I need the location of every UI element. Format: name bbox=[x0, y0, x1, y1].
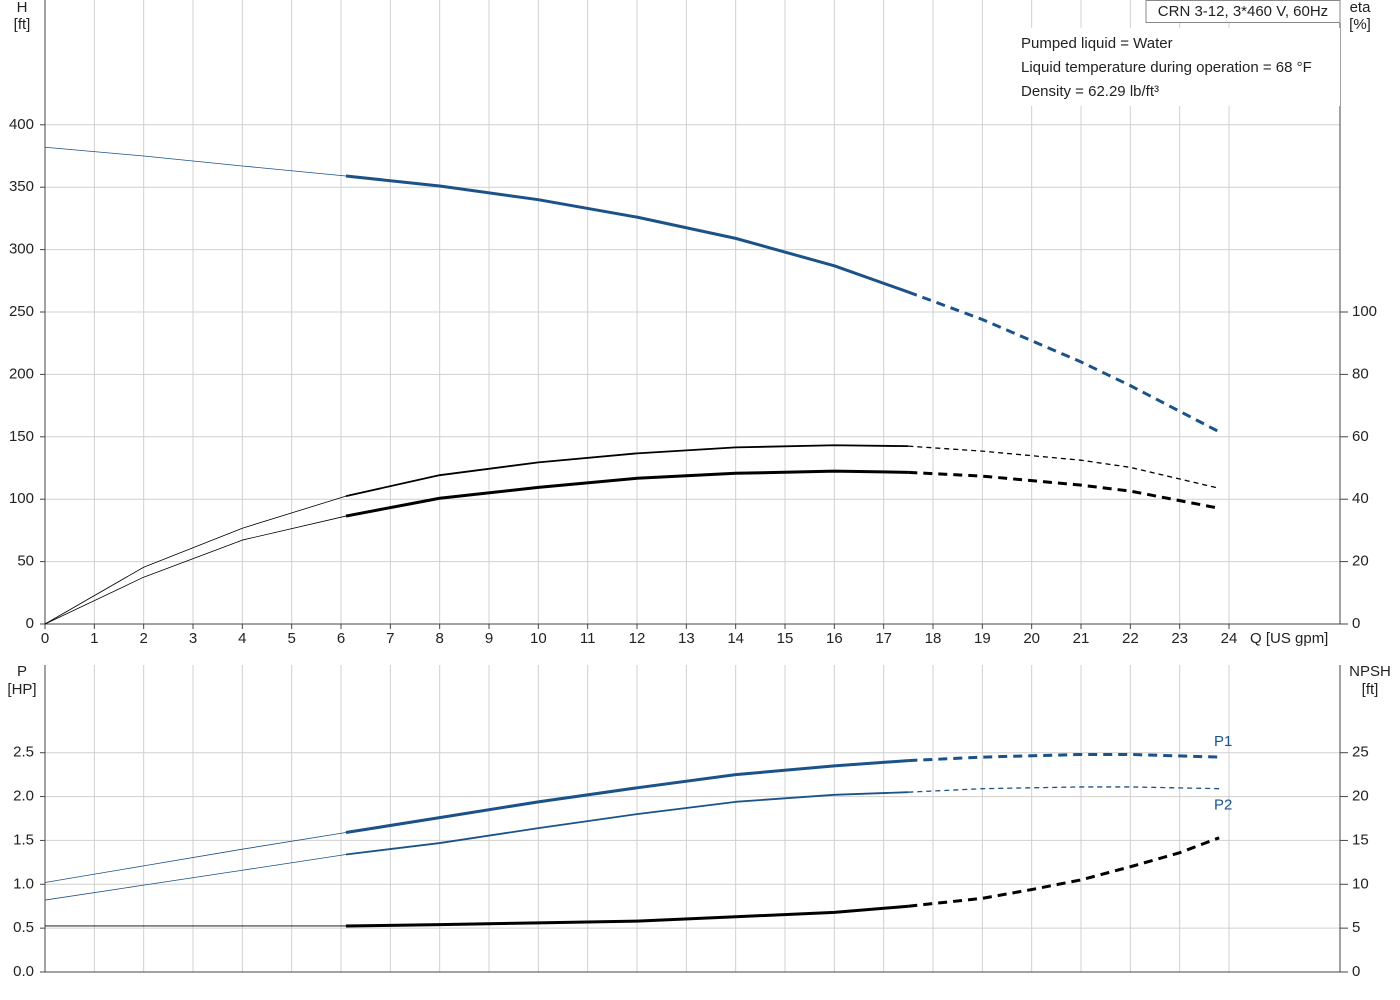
curve bbox=[908, 786, 1220, 793]
y-tick-label: 1.5 bbox=[13, 831, 34, 848]
y2-unit: [ft] bbox=[1362, 681, 1379, 698]
x-tick-label: 24 bbox=[1221, 630, 1238, 647]
y2-tick-label: 0 bbox=[1352, 615, 1360, 632]
y-tick-label: 0.0 bbox=[13, 963, 34, 980]
curve bbox=[345, 469, 909, 518]
y-tick-label: 2.0 bbox=[13, 788, 34, 805]
y2-tick-label: 100 bbox=[1352, 303, 1377, 320]
y2-tick-label: 0 bbox=[1352, 963, 1360, 980]
curve bbox=[345, 791, 909, 856]
annotation: Pumped liquid = Water bbox=[1021, 35, 1173, 52]
x-tick-label: 11 bbox=[580, 630, 596, 647]
x-tick-label: 12 bbox=[629, 630, 646, 647]
y-unit: [HP] bbox=[7, 681, 36, 698]
title-box bbox=[1145, 0, 1341, 23]
x-tick-label: 18 bbox=[925, 630, 942, 647]
curve bbox=[345, 444, 909, 497]
y-tick-label: 50 bbox=[17, 553, 34, 570]
annotation: Liquid temperature during operation = 68… bbox=[1021, 59, 1312, 76]
curve bbox=[44, 146, 346, 177]
x-tick-label: 20 bbox=[1023, 630, 1040, 647]
x-tick-label: 5 bbox=[287, 630, 295, 647]
y2-tick-label: 40 bbox=[1352, 490, 1369, 507]
y2-tick-label: 25 bbox=[1352, 744, 1369, 761]
y2-tick-label: 10 bbox=[1352, 875, 1369, 892]
curve bbox=[908, 470, 1220, 510]
y-tick-label: 1.0 bbox=[13, 875, 34, 892]
annotation: Density = 62.29 lb/ft³ bbox=[1021, 83, 1159, 100]
y-label: H bbox=[17, 0, 28, 16]
x-tick-label: 2 bbox=[139, 630, 147, 647]
x-tick-label: 7 bbox=[386, 630, 394, 647]
x-tick-label: 4 bbox=[238, 630, 246, 647]
y2-unit: [%] bbox=[1349, 16, 1371, 33]
curve bbox=[44, 854, 346, 901]
y2-tick-label: 15 bbox=[1352, 831, 1369, 848]
curve bbox=[908, 445, 1220, 489]
x-label: Q [US gpm] bbox=[1250, 630, 1328, 647]
x-tick-label: 8 bbox=[435, 630, 443, 647]
x-tick-label: 21 bbox=[1073, 630, 1090, 647]
y2-tick-label: 20 bbox=[1352, 788, 1369, 805]
x-tick-label: 6 bbox=[337, 630, 345, 647]
y-tick-label: 150 bbox=[9, 428, 34, 445]
curve bbox=[44, 832, 346, 883]
curve bbox=[345, 759, 909, 835]
info-box bbox=[1015, 28, 1340, 106]
x-tick-label: 17 bbox=[875, 630, 892, 647]
curve bbox=[345, 174, 909, 294]
y2-tick-label: 20 bbox=[1352, 553, 1369, 570]
y-tick-label: 350 bbox=[9, 178, 34, 195]
y-tick-label: 2.5 bbox=[13, 744, 34, 761]
x-tick-label: 19 bbox=[974, 630, 991, 647]
y-tick-label: 0 bbox=[26, 615, 34, 632]
y2-tick-label: 5 bbox=[1352, 919, 1360, 936]
curve bbox=[907, 290, 1220, 434]
curve bbox=[908, 752, 1220, 763]
x-tick-label: 15 bbox=[777, 630, 794, 647]
chart-title: CRN 3-12, 3*460 V, 60Hz bbox=[1158, 3, 1328, 20]
x-tick-label: 9 bbox=[485, 630, 493, 647]
y-label: P bbox=[17, 663, 27, 680]
y-unit: [ft] bbox=[14, 16, 31, 33]
y-tick-label: 250 bbox=[9, 303, 34, 320]
x-tick-label: 16 bbox=[826, 630, 843, 647]
curve bbox=[908, 836, 1220, 908]
y2-tick-label: 80 bbox=[1352, 365, 1369, 382]
y2-label: NPSH bbox=[1349, 663, 1391, 680]
y-tick-label: 200 bbox=[9, 365, 34, 382]
y-tick-label: 300 bbox=[9, 241, 34, 258]
curve bbox=[44, 495, 347, 625]
curve-label: P2 bbox=[1214, 797, 1232, 814]
y2-tick-label: 60 bbox=[1352, 428, 1369, 445]
x-tick-label: 0 bbox=[41, 630, 49, 647]
x-tick-label: 14 bbox=[727, 630, 744, 647]
x-tick-label: 22 bbox=[1122, 630, 1139, 647]
x-tick-label: 10 bbox=[530, 630, 547, 647]
x-tick-label: 13 bbox=[678, 630, 695, 647]
x-tick-label: 23 bbox=[1171, 630, 1188, 647]
curve-label: P1 bbox=[1214, 733, 1232, 750]
y-tick-label: 400 bbox=[9, 116, 34, 133]
x-tick-label: 3 bbox=[189, 630, 197, 647]
y-tick-label: 0.5 bbox=[13, 919, 34, 936]
curve bbox=[44, 515, 347, 625]
y-tick-label: 100 bbox=[9, 490, 34, 507]
y2-label: eta bbox=[1350, 0, 1372, 16]
x-tick-label: 1 bbox=[90, 630, 98, 647]
curve bbox=[345, 904, 909, 928]
